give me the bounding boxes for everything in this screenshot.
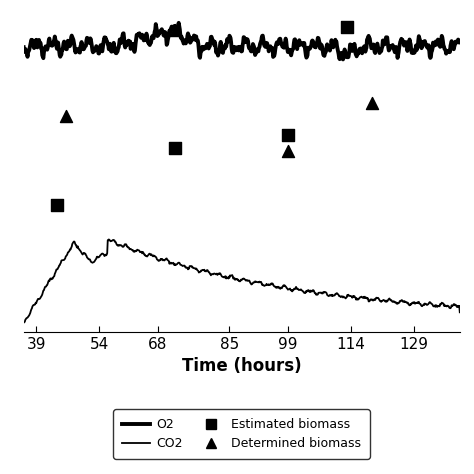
Point xyxy=(62,112,69,119)
Point xyxy=(171,27,178,34)
Point xyxy=(54,201,61,209)
Legend: O2, CO2, Estimated biomass, Determined biomass: O2, CO2, Estimated biomass, Determined b… xyxy=(113,409,370,459)
Point xyxy=(284,147,292,155)
Point xyxy=(284,131,292,139)
Point xyxy=(368,100,375,107)
Point xyxy=(171,144,178,151)
X-axis label: Time (hours): Time (hours) xyxy=(182,357,301,375)
Point xyxy=(343,23,350,31)
